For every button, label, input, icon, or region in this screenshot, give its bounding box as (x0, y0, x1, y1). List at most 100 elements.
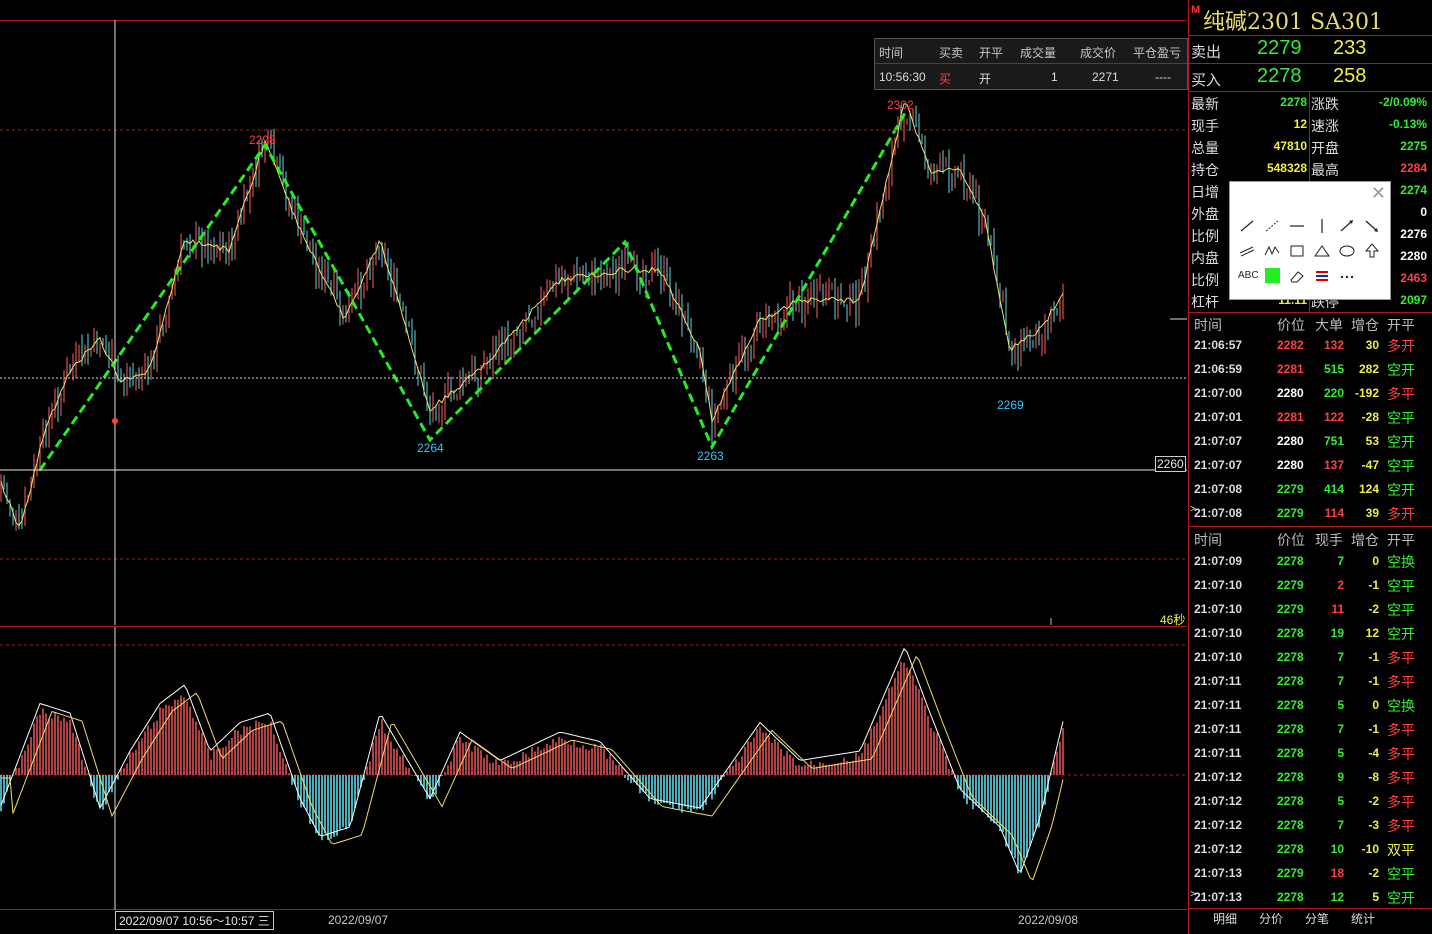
tick-row[interactable]: 21:07:12 2278 9 -8 多平 (1189, 765, 1432, 789)
line-tool-icon[interactable] (1236, 216, 1258, 236)
contract-title: 纯碱2301 SA301 (1203, 10, 1383, 35)
parallel-tool-icon[interactable] (1236, 241, 1258, 261)
trade-row[interactable]: 10:56:30 买 开 1 2271 ---- (879, 70, 1171, 86)
row-open-close: 空换 (1387, 554, 1415, 570)
big-order-row[interactable]: 21:07:08 2279 414 124 空开 (1189, 477, 1432, 501)
row-oi-change: -2 (1368, 794, 1379, 808)
trough-label-2269: 2269 (997, 398, 1024, 412)
tick-row[interactable]: 21:07:12 2278 5 -2 多平 (1189, 789, 1432, 813)
tick-row[interactable]: 21:07:12 2278 10 -10 双平 (1189, 837, 1432, 861)
arrow-tool-icon[interactable] (1336, 216, 1358, 236)
up-arrow-tool-icon[interactable] (1361, 241, 1383, 261)
tick-row[interactable]: 21:07:10 2279 2 -1 空平 (1189, 573, 1432, 597)
row-price: 2279 (1277, 866, 1304, 880)
trade-record-popup[interactable]: 时间 买卖 开平 成交量 成交价 平仓盈亏 10:56:30 买 开 1 227… (874, 38, 1188, 90)
tick-row[interactable]: 21:07:12 2278 7 -3 多平 (1189, 813, 1432, 837)
stat-item: 持仓 548328 (1189, 158, 1311, 180)
stat-item: 比例 (1189, 268, 1311, 290)
tick-row[interactable]: 21:07:11 2278 7 -1 多平 (1189, 669, 1432, 693)
tick-row[interactable]: 21:07:11 2278 5 -4 多平 (1189, 741, 1432, 765)
row-oi-change: 12 (1365, 626, 1379, 640)
row-oi-change: -1 (1368, 674, 1379, 688)
color-swatch-icon[interactable] (1261, 266, 1283, 286)
buy-quote[interactable]: 买入 2278 258 (1191, 65, 1367, 89)
big-order-row[interactable]: 21:07:07 2280 137 -47 空平 (1189, 453, 1432, 477)
ellipse-tool-icon[interactable] (1336, 241, 1358, 261)
wave-tool-icon[interactable] (1261, 241, 1283, 261)
row-price: 2279 (1277, 506, 1304, 520)
tab-detail[interactable]: 明细 (1212, 912, 1237, 926)
big-order-row[interactable]: 21:06:57 2282 132 30 多开 (1189, 333, 1432, 357)
stat-value: 548328 (1266, 161, 1307, 175)
big-order-row[interactable]: 21:07:01 2281 122 -28 空平 (1189, 405, 1432, 429)
ray-tool-icon[interactable] (1261, 216, 1283, 236)
row-price: 2278 (1277, 794, 1304, 808)
macd-chart[interactable] (0, 627, 1187, 910)
tab-price-dist[interactable]: 分价 (1258, 912, 1283, 926)
sell-quote[interactable]: 卖出 2279 233 (1191, 37, 1367, 61)
stat-item: 现手 12 (1189, 114, 1311, 136)
arrow-down-tool-icon[interactable] (1361, 216, 1383, 236)
tick-row[interactable]: 21:07:11 2278 7 -1 多平 (1189, 717, 1432, 741)
price-chart[interactable] (0, 20, 1187, 625)
row-qty: 2 (1337, 578, 1344, 592)
vline-tool-icon[interactable] (1311, 216, 1333, 236)
stat-value: 2274 (1400, 183, 1427, 197)
row-oi-change: 5 (1372, 890, 1379, 904)
big-order-row[interactable]: 21:07:07 2280 751 53 空开 (1189, 429, 1432, 453)
stat-label: 开盘 (1311, 140, 1339, 156)
zigzag-trend-line[interactable] (38, 112, 907, 471)
row-time: 21:07:11 (1194, 722, 1242, 736)
row-price: 2278 (1277, 650, 1304, 664)
row-qty: 7 (1337, 554, 1344, 568)
hline-tool-icon[interactable] (1286, 216, 1308, 236)
tab-statistics[interactable]: 统计 (1350, 912, 1375, 926)
moving-average-line (0, 103, 1064, 527)
tick-row[interactable]: 21:07:10 2278 19 12 空开 (1189, 621, 1432, 645)
tick-row[interactable]: 21:07:11 2278 5 0 空换 (1189, 693, 1432, 717)
stat-item: 最新 2278 (1189, 92, 1311, 114)
tick-row[interactable]: 21:07:09 2278 7 0 空换 (1189, 549, 1432, 573)
tab-trades[interactable]: 分笔 (1304, 912, 1329, 926)
row-time: 21:07:00 (1194, 386, 1243, 400)
big-order-row[interactable]: 21:07:08 2279 114 39 多开 (1189, 501, 1432, 525)
macd-dea-line (1, 655, 1064, 881)
tick-row[interactable]: 21:07:13 2278 12 5 空开 (1189, 885, 1432, 909)
row-oi-change: -192 (1354, 386, 1379, 400)
big-order-row[interactable]: 21:07:00 2280 220 -192 多平 (1189, 381, 1432, 405)
row-qty: 7 (1337, 722, 1344, 736)
row-price: 2279 (1277, 578, 1304, 592)
row-open-close: 多平 (1387, 722, 1415, 738)
drawing-toolbox[interactable]: ✕ ABC (1229, 181, 1391, 300)
row-open-close: 空平 (1387, 458, 1415, 474)
big-order-row[interactable]: 21:06:59 2281 515 282 空开 (1189, 357, 1432, 381)
stat-value: 12 (1293, 117, 1307, 131)
tick-row[interactable]: 21:07:10 2279 11 -2 空平 (1189, 597, 1432, 621)
row-qty: 751 (1323, 434, 1344, 448)
close-icon[interactable]: ✕ (1370, 183, 1386, 203)
row-price: 2281 (1277, 410, 1304, 424)
row-price: 2278 (1277, 626, 1304, 640)
row-time: 21:06:57 (1194, 338, 1243, 352)
row-open-close: 多开 (1387, 506, 1415, 522)
row-open-close: 多平 (1387, 794, 1415, 810)
row-pointer-icon: > (1190, 504, 1196, 515)
rect-tool-icon[interactable] (1286, 241, 1308, 261)
eraser-tool-icon[interactable] (1286, 266, 1308, 286)
row-time: 21:06:59 (1194, 362, 1243, 376)
row-open-close: 空开 (1387, 362, 1415, 378)
stat-item: 速涨 -0.13% (1309, 114, 1431, 136)
text-tool-icon[interactable]: ABC (1238, 270, 1259, 281)
row-price: 2280 (1277, 434, 1304, 448)
row-pointer-icon: > (1190, 889, 1196, 900)
countdown-label: 46秒 (1160, 613, 1186, 627)
row-oi-change: -4 (1368, 746, 1379, 760)
triangle-tool-icon[interactable] (1311, 241, 1333, 261)
more-tools-icon[interactable] (1336, 266, 1358, 286)
fib-tool-icon[interactable] (1311, 266, 1333, 286)
tick-row[interactable]: 21:07:10 2278 7 -1 多平 (1189, 645, 1432, 669)
row-price: 2278 (1277, 770, 1304, 784)
row-price: 2278 (1277, 554, 1304, 568)
tick-row[interactable]: 21:07:13 2279 18 -2 空平 (1189, 861, 1432, 885)
row-oi-change: 282 (1358, 362, 1379, 376)
